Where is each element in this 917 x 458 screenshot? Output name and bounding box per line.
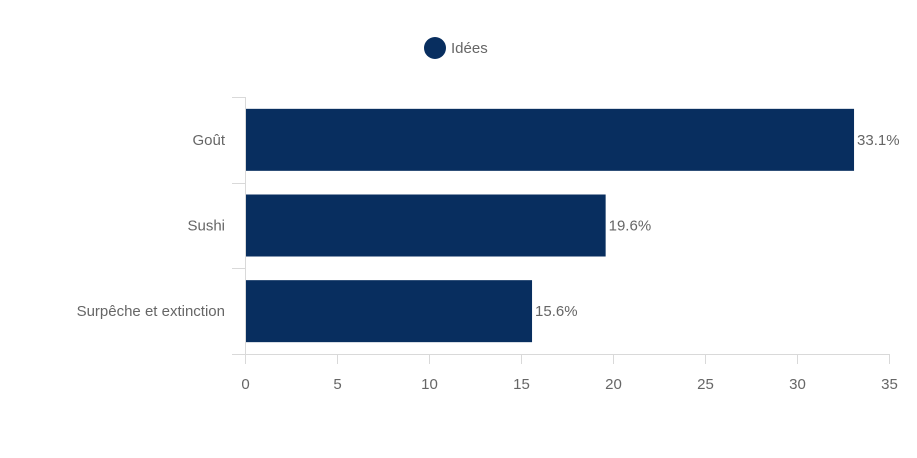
x-axis-ticks: 0 5 10 15 20 25 30 35 — [241, 354, 898, 393]
x-tick-label: 25 — [697, 376, 714, 393]
x-tick-label: 5 — [333, 376, 341, 393]
data-label: 19.6% — [609, 218, 652, 235]
legend[interactable]: Idées — [424, 37, 488, 59]
x-tick-label: 0 — [241, 376, 249, 393]
x-tick-label: 15 — [513, 376, 530, 393]
data-label: 33.1% — [857, 132, 900, 149]
bar[interactable] — [246, 108, 855, 171]
x-tick-label: 10 — [421, 376, 438, 393]
legend-label-ideas[interactable]: Idées — [451, 40, 488, 57]
category-label: Sushi — [187, 218, 225, 235]
x-tick-label: 20 — [605, 376, 622, 393]
bars — [246, 108, 855, 343]
bar[interactable] — [246, 280, 533, 343]
category-label: Goût — [192, 132, 225, 149]
category-label: Surpêche et extinction — [77, 303, 225, 320]
axes — [245, 97, 890, 364]
bar[interactable] — [246, 194, 606, 257]
data-label: 15.6% — [535, 303, 578, 320]
category-labels: Goût Sushi Surpêche et extinction — [77, 132, 226, 320]
legend-swatch-ideas[interactable] — [424, 37, 446, 59]
data-labels: 33.1% 19.6% 15.6% — [535, 132, 900, 320]
x-tick-label: 30 — [789, 376, 806, 393]
x-tick-label: 35 — [881, 376, 898, 393]
y-axis-ticks — [232, 97, 245, 355]
